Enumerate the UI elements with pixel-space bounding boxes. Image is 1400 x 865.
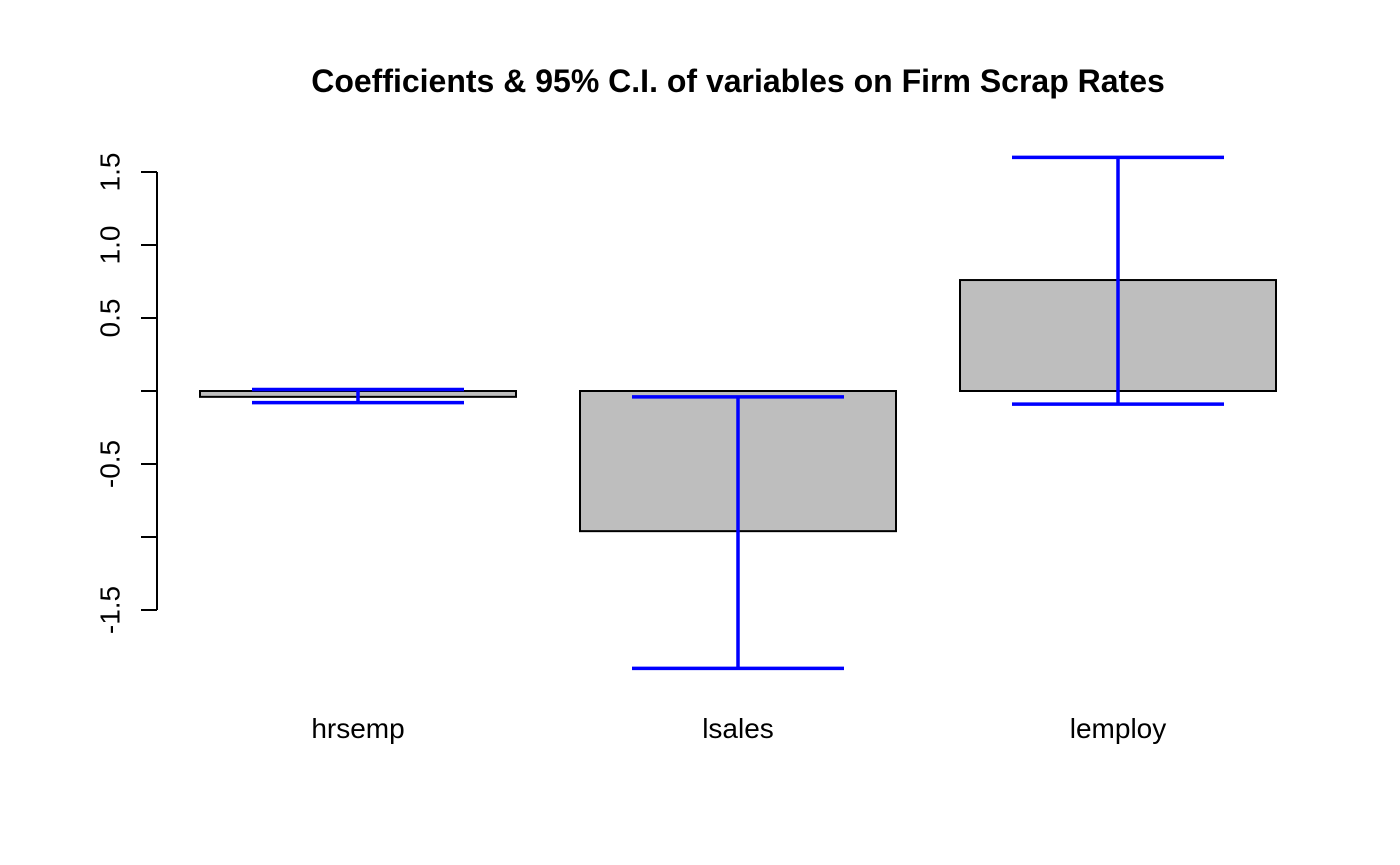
y-tick-label-6: 1.5	[94, 153, 125, 192]
ci-layer	[252, 155, 1224, 671]
y-tick-label-4: 0.5	[94, 299, 125, 338]
x-tick-label-hrsemp: hrsemp	[311, 713, 404, 744]
ci-lsales	[632, 395, 844, 671]
x-tick-label-lsales: lsales	[702, 713, 774, 744]
ci-lemploy	[1012, 155, 1224, 406]
y-tick-label-0: -1.5	[94, 586, 125, 634]
y-tick-label-5: 1.0	[94, 226, 125, 265]
x-labels: hrsemp lsales lemploy	[311, 713, 1166, 744]
y-axis: -1.5 -0.5 0.5 1.0 1.5	[94, 153, 158, 634]
chart-title: Coefficients & 95% C.I. of variables on …	[311, 63, 1165, 99]
x-tick-label-lemploy: lemploy	[1070, 713, 1166, 744]
y-tick-label-2: -0.5	[94, 440, 125, 488]
ci-hrsemp	[252, 387, 464, 405]
